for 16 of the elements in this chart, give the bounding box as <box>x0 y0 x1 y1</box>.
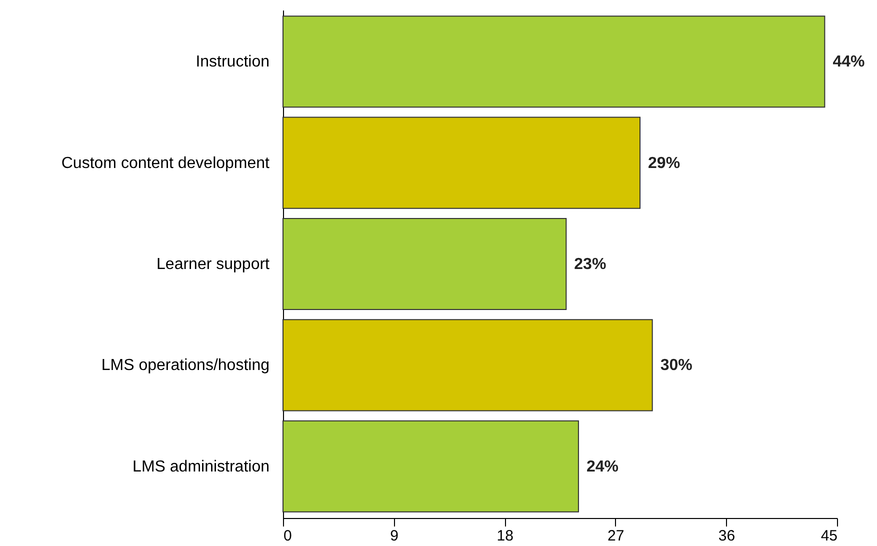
data-label: 44% <box>832 54 865 71</box>
y-tick-label: Instruction <box>196 54 270 71</box>
x-tick-label: 9 <box>390 528 398 544</box>
y-tick-label: LMS administration <box>132 458 270 476</box>
data-label: 29% <box>648 154 680 172</box>
data-label: 24% <box>586 458 618 476</box>
y-tick-label: Custom content development <box>61 154 270 172</box>
data-label: 30% <box>660 357 692 374</box>
x-tick-label: 27 <box>608 528 624 544</box>
data-label: 23% <box>574 256 606 273</box>
y-tick-label: LMS operations/hosting <box>101 357 270 374</box>
x-tick-label: 18 <box>496 528 514 544</box>
x-tick-label: 0 <box>284 528 292 544</box>
x-tick-label: 36 <box>718 528 736 544</box>
x-tick-label: 45 <box>820 528 838 544</box>
y-tick-label: Learner support <box>156 256 270 273</box>
